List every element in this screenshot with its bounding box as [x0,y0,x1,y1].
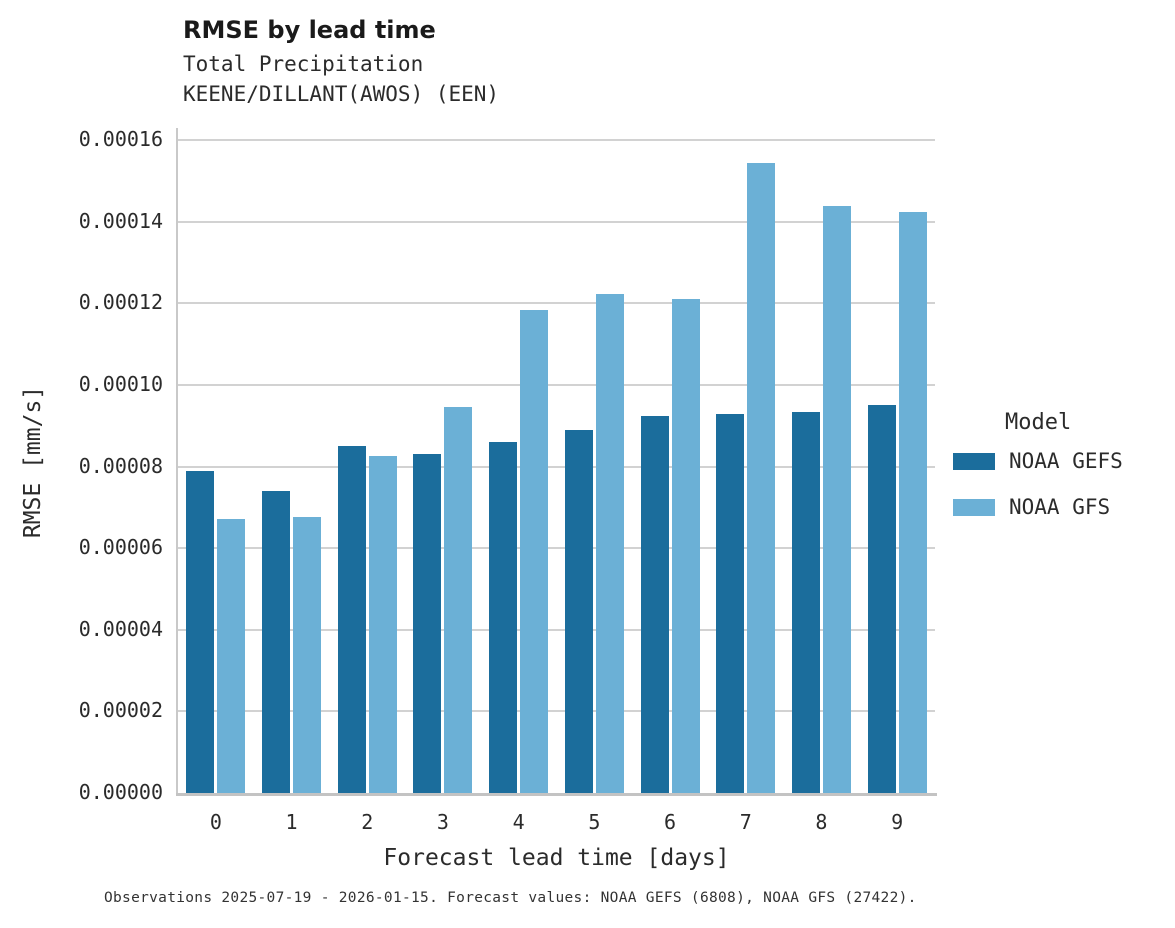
chart-title: RMSE by lead time [183,16,436,44]
legend-entry: NOAA GEFS [953,449,1173,473]
x-axis-spine [176,793,937,796]
gridline [178,384,935,387]
chart-subtitle-variable: Total Precipitation [183,52,424,76]
gridline [178,628,935,631]
bar-noaa-gefs-lead-3 [413,454,442,793]
bar-noaa-gefs-lead-2 [337,446,366,793]
x-axis-title: Forecast lead time [days] [383,845,730,871]
bar-noaa-gefs-lead-6 [640,416,669,793]
bar-noaa-gefs-lead-9 [867,405,896,793]
y-axis-spine [176,128,178,795]
bar-noaa-gefs-lead-1 [262,491,291,793]
bar-noaa-gfs-lead-9 [898,212,927,793]
x-tick-label: 3 [436,810,449,834]
bar-noaa-gfs-lead-0 [217,518,246,793]
legend-label: NOAA GEFS [1009,449,1123,473]
y-tick-label: 0.00014 [78,208,163,233]
y-tick-label: 0.00004 [78,616,163,641]
legend-title: Model [1005,410,1072,435]
bar-noaa-gfs-lead-7 [747,162,776,793]
legend: Model NOAA GEFS NOAA GFS [953,410,1173,541]
x-tick-label: 4 [512,810,525,834]
y-tick-label: 0.00016 [78,127,163,152]
plot-area [176,128,937,796]
bar-noaa-gefs-lead-8 [791,411,820,793]
chart-subtitle-station: KEENE/DILLANT(AWOS) (EEN) [183,82,500,106]
x-tick-label: 0 [209,810,222,834]
x-tick-label: 5 [588,810,601,834]
bar-noaa-gefs-lead-4 [489,442,518,793]
legend-entry: NOAA GFS [953,495,1173,519]
x-tick-label: 1 [285,810,298,834]
bar-noaa-gfs-lead-3 [444,407,473,793]
gridline [178,547,935,550]
footnote: Observations 2025-07-19 - 2026-01-15. Fo… [104,890,917,906]
legend-label: NOAA GFS [1009,495,1111,519]
bar-noaa-gfs-lead-6 [671,299,700,793]
y-tick-label: 0.00012 [78,290,163,315]
gridline [178,220,935,223]
bar-noaa-gfs-lead-8 [822,205,851,793]
x-tick-label: 6 [664,810,677,834]
y-tick-label: 0.00000 [78,780,163,804]
gridline [178,710,935,713]
legend-swatch-noaa-gefs [953,452,995,470]
x-tick-label: 9 [891,810,904,834]
y-tick-label: 0.00002 [78,698,163,723]
y-tick-label: 0.00010 [78,372,163,397]
legend-swatch-noaa-gfs [953,498,995,516]
bar-noaa-gefs-lead-5 [564,429,593,793]
gridline [178,302,935,305]
x-tick-label: 7 [739,810,752,834]
bar-noaa-gfs-lead-4 [520,309,549,793]
x-tick-label: 8 [815,810,828,834]
gridline [178,465,935,468]
bar-noaa-gfs-lead-2 [368,455,397,793]
gridline [178,139,935,142]
bar-noaa-gfs-lead-1 [293,517,322,793]
bar-noaa-gefs-lead-0 [186,470,215,793]
bar-noaa-gefs-lead-7 [716,414,745,793]
y-tick-label: 0.00006 [78,535,163,560]
bar-noaa-gfs-lead-5 [595,294,624,793]
y-tick-label: 0.00008 [78,453,163,478]
x-tick-label: 2 [361,810,374,834]
